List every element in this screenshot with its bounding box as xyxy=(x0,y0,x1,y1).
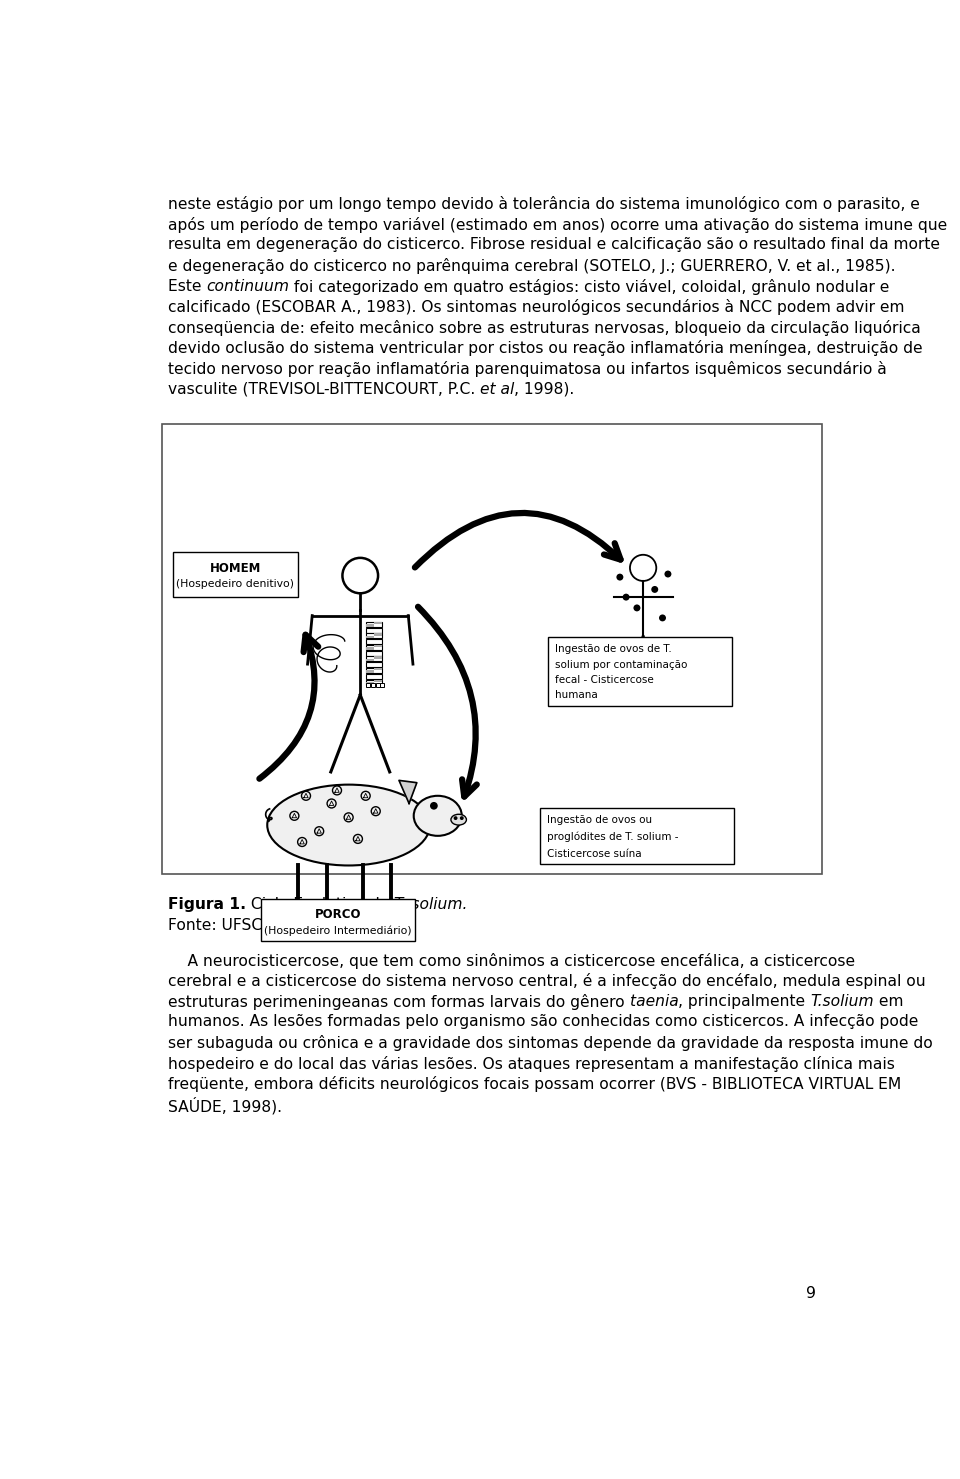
Ellipse shape xyxy=(451,815,467,825)
Text: PORCO: PORCO xyxy=(315,908,361,921)
Circle shape xyxy=(664,571,671,577)
Text: foi categorizado em quatro estágios: cisto viável, coloidal, grânulo nodular e: foi categorizado em quatro estágios: cis… xyxy=(289,278,890,294)
Circle shape xyxy=(651,586,659,593)
Bar xyxy=(380,683,384,686)
Circle shape xyxy=(460,816,464,819)
Circle shape xyxy=(659,614,666,621)
Bar xyxy=(367,639,382,643)
Text: et al: et al xyxy=(480,382,515,396)
Text: freqüente, embora déficits neurológicos focais possam ocorrer (BVS - BIBLIOTECA : freqüente, embora déficits neurológicos … xyxy=(168,1077,901,1093)
Text: Ingestão de ovos de T.: Ingestão de ovos de T. xyxy=(555,643,672,654)
Text: neste estágio por um longo tempo devido à tolerância do sistema imunológico com : neste estágio por um longo tempo devido … xyxy=(168,195,920,211)
Text: Figura 1.: Figura 1. xyxy=(168,898,246,913)
Text: , principalmente: , principalmente xyxy=(679,994,810,1009)
Text: estruturas perimeningeanas com formas larvais do gênero: estruturas perimeningeanas com formas la… xyxy=(168,994,630,1010)
Bar xyxy=(374,657,382,660)
Text: calcificado (ESCOBAR A., 1983). Os sintomas neurológicos secundários à NCC podem: calcificado (ESCOBAR A., 1983). Os sinto… xyxy=(168,299,904,315)
Text: cerebral e a cisticercose do sistema nervoso central, é a infecção do encéfalo, : cerebral e a cisticercose do sistema ner… xyxy=(168,973,925,989)
Bar xyxy=(372,683,375,686)
Bar xyxy=(374,669,382,670)
Circle shape xyxy=(430,802,438,809)
Circle shape xyxy=(623,593,630,600)
Ellipse shape xyxy=(358,902,368,908)
Bar xyxy=(367,682,374,685)
Text: A neurocisticercose, que tem como sinônimos a cisticercose encefálica, a cistice: A neurocisticercose, que tem como sinôni… xyxy=(168,952,855,969)
Text: (Hospedeiro Intermediário): (Hospedeiro Intermediário) xyxy=(264,926,412,936)
Bar xyxy=(367,660,374,661)
Text: HOMEM: HOMEM xyxy=(210,562,261,575)
Text: e degeneração do cisticerco no parênquima cerebral (SOTELO, J.; GUERRERO, V. et : e degeneração do cisticerco no parênquim… xyxy=(168,257,896,274)
Text: , 1998).: , 1998). xyxy=(515,382,575,396)
Bar xyxy=(374,621,382,624)
Text: em: em xyxy=(874,994,903,1009)
Bar xyxy=(375,683,379,686)
Ellipse shape xyxy=(294,902,303,908)
Ellipse shape xyxy=(323,902,331,908)
Text: taenia: taenia xyxy=(630,994,679,1009)
Bar xyxy=(367,627,382,633)
Bar xyxy=(367,636,374,639)
Bar xyxy=(548,637,732,707)
Bar xyxy=(374,679,382,682)
Text: Fonte: UFSC - Neurologia, 1998.: Fonte: UFSC - Neurologia, 1998. xyxy=(168,918,416,933)
Text: devido oclusão do sistema ventricular por cistos ou reação inflamatória meníngea: devido oclusão do sistema ventricular po… xyxy=(168,340,923,356)
Polygon shape xyxy=(399,781,417,803)
Text: Ingestão de ovos ou: Ingestão de ovos ou xyxy=(547,815,652,825)
Bar xyxy=(367,645,382,649)
Text: hospedeiro e do local das várias lesões. Os ataques representam a manifestação c: hospedeiro e do local das várias lesões.… xyxy=(168,1056,895,1072)
Bar xyxy=(367,663,382,667)
Ellipse shape xyxy=(267,785,430,865)
Text: SAÚDE, 1998).: SAÚDE, 1998). xyxy=(168,1097,282,1115)
Text: Ciclo Evolutivo da: Ciclo Evolutivo da xyxy=(246,898,395,913)
Text: após um período de tempo variável (estimado em anos) ocorre uma ativação do sist: após um período de tempo variável (estim… xyxy=(168,216,948,232)
Text: proglódites de T. solium -: proglódites de T. solium - xyxy=(547,833,679,843)
Text: solium por contaminação: solium por contaminação xyxy=(555,660,687,670)
Bar xyxy=(367,657,382,661)
Bar xyxy=(540,808,733,864)
Text: ser subaguda ou crônica e a gravidade dos sintomas depende da gravidade da respo: ser subaguda ou crônica e a gravidade do… xyxy=(168,1035,933,1052)
Text: (Hospedeiro denitivo): (Hospedeiro denitivo) xyxy=(177,580,295,590)
Bar xyxy=(367,651,382,655)
Text: continuum: continuum xyxy=(206,278,289,293)
Text: Este: Este xyxy=(168,278,206,293)
Text: vasculite (TREVISOL-BITTENCOURT, P.C.: vasculite (TREVISOL-BITTENCOURT, P.C. xyxy=(168,382,480,396)
Text: tecido nervoso por reação inflamatória parenquimatosa ou infartos isquêmicos sec: tecido nervoso por reação inflamatória p… xyxy=(168,361,887,377)
Circle shape xyxy=(638,637,645,645)
Text: T. solium.: T. solium. xyxy=(395,898,468,913)
Circle shape xyxy=(616,574,623,581)
Ellipse shape xyxy=(414,796,462,836)
Text: T.solium: T.solium xyxy=(810,994,874,1009)
Text: humanos. As lesões formadas pelo organismo são conhecidas como cisticercos. A in: humanos. As lesões formadas pelo organis… xyxy=(168,1015,919,1029)
Bar xyxy=(261,899,415,941)
Text: conseqüencia de: efeito mecânico sobre as estruturas nervosas, bloqueio da circu: conseqüencia de: efeito mecânico sobre a… xyxy=(168,319,921,336)
Text: humana: humana xyxy=(555,691,597,700)
Bar xyxy=(367,624,374,627)
Text: 9: 9 xyxy=(806,1285,816,1302)
Bar xyxy=(367,683,371,686)
Bar xyxy=(367,648,374,649)
Ellipse shape xyxy=(387,902,396,908)
Bar xyxy=(374,645,382,648)
Bar xyxy=(367,674,382,679)
Text: fecal - Cisticercose: fecal - Cisticercose xyxy=(555,674,654,685)
Circle shape xyxy=(634,605,640,611)
Text: Cisticercose suína: Cisticercose suína xyxy=(547,849,641,859)
Bar xyxy=(367,679,382,685)
Bar xyxy=(367,669,382,673)
Circle shape xyxy=(454,816,458,819)
Bar xyxy=(367,670,374,673)
Bar xyxy=(162,424,822,874)
Bar xyxy=(374,633,382,636)
Text: resulta em degeneração do cisticerco. Fibrose residual e calcificação são o resu: resulta em degeneração do cisticerco. Fi… xyxy=(168,237,940,253)
Bar xyxy=(173,553,299,598)
Bar xyxy=(367,621,382,627)
Bar xyxy=(367,633,382,639)
